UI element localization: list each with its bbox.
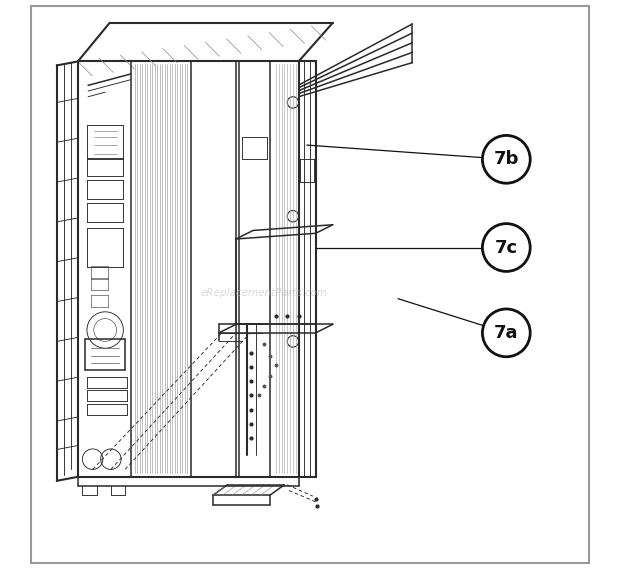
Text: 7c: 7c — [495, 238, 518, 257]
Text: eReplacementParts.com: eReplacementParts.com — [201, 288, 328, 298]
Circle shape — [482, 135, 530, 183]
Circle shape — [482, 309, 530, 357]
Text: 7b: 7b — [494, 150, 519, 168]
Circle shape — [482, 224, 530, 271]
Text: 7a: 7a — [494, 324, 518, 342]
